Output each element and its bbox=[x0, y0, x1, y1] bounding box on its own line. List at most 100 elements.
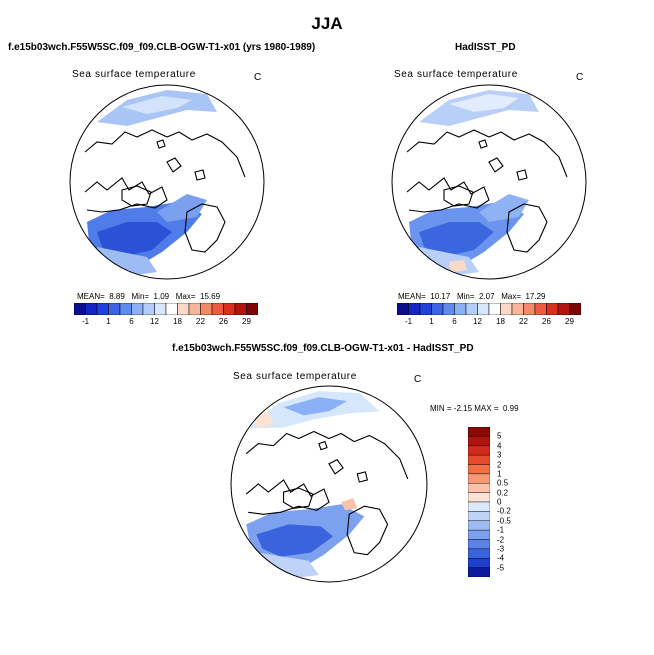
map-panel-2-border bbox=[391, 84, 587, 280]
coastline-europe bbox=[506, 203, 548, 253]
colorbar-tick-label: -0.2 bbox=[497, 506, 511, 516]
colorbar-swatch bbox=[468, 445, 490, 456]
figure-title: JJA bbox=[311, 14, 343, 33]
colorbar-swatch bbox=[165, 303, 178, 315]
colorbar-swatch bbox=[223, 303, 236, 315]
norwegian-diff-positive bbox=[341, 498, 358, 511]
atlantic-sst-inner bbox=[419, 222, 494, 257]
colorbar-swatch bbox=[96, 303, 109, 315]
atlantic-diff-strong bbox=[256, 524, 334, 557]
coastline-europe bbox=[346, 505, 389, 556]
stat-mean-value: 10.17 bbox=[430, 292, 451, 301]
map-panel-3 bbox=[230, 385, 428, 583]
stat-min-value: 2.07 bbox=[478, 292, 495, 301]
colorbar-swatch bbox=[468, 436, 490, 446]
colorbar-swatch bbox=[431, 303, 444, 315]
colorbar-swatch bbox=[442, 303, 455, 315]
atlantic-sst-inner bbox=[97, 222, 172, 257]
stat-mean-label: MEAN= bbox=[398, 292, 426, 301]
colorbar-swatch bbox=[142, 303, 155, 315]
colorbar-tick-label: 6 bbox=[129, 317, 134, 326]
coastline-asia bbox=[84, 129, 246, 178]
colorbar-tick-label: 5 bbox=[497, 431, 502, 441]
colorbar-tick-label: -1 bbox=[497, 525, 505, 535]
panel-2-title: HadISST_PD bbox=[455, 42, 516, 53]
colorbar-tick-label: 0.5 bbox=[497, 478, 509, 488]
colorbar-swatch bbox=[468, 454, 490, 465]
coastline-north-america bbox=[245, 479, 330, 515]
panel-1-stats: MEAN= 8.89 Min= 1.09 Max= 15.69 bbox=[77, 292, 220, 301]
colorbar-tick-label: 22 bbox=[519, 317, 528, 326]
colorbar-difference bbox=[468, 427, 490, 577]
panel-2-variable: Sea surface temperature bbox=[394, 69, 518, 80]
coastline-greenland bbox=[121, 185, 152, 207]
colorbar-swatch bbox=[74, 303, 86, 315]
colorbar-tick-label: 6 bbox=[452, 317, 457, 326]
stat-min-label: MIN = bbox=[430, 404, 452, 413]
coastline-europe bbox=[184, 203, 226, 253]
colorbar-swatch bbox=[557, 303, 570, 315]
colorbar-tick-label: 2 bbox=[497, 460, 502, 469]
colorbar-tick-label: 22 bbox=[196, 317, 205, 326]
colorbar-swatch bbox=[154, 303, 167, 315]
colorbar-swatch bbox=[465, 303, 478, 315]
coastline-north-america bbox=[406, 177, 490, 213]
colorbar-swatch bbox=[546, 303, 559, 315]
colorbar-tick-label: 29 bbox=[242, 317, 251, 326]
colorbar-swatch bbox=[468, 511, 490, 521]
stat-max-value: 15.69 bbox=[200, 292, 221, 301]
colorbar-swatch bbox=[468, 520, 490, 531]
colorbar-tick-label: 26 bbox=[219, 317, 228, 326]
coastline-islands bbox=[478, 139, 528, 181]
stat-max-value: 0.99 bbox=[502, 404, 519, 413]
colorbar-swatch bbox=[177, 303, 190, 315]
coastline-asia bbox=[406, 129, 568, 178]
colorbar-swatch bbox=[468, 501, 490, 512]
colorbar-swatch bbox=[108, 303, 121, 315]
colorbar-swatch bbox=[468, 548, 490, 559]
colorbar-swatch bbox=[188, 303, 201, 315]
coastline-greenland bbox=[282, 487, 314, 509]
stat-min-value: -2.15 bbox=[453, 404, 473, 413]
colorbar-panel-1 bbox=[74, 303, 258, 315]
coastline-greenland bbox=[443, 185, 474, 207]
map-panel-3-border bbox=[230, 385, 428, 583]
colorbar-swatch bbox=[419, 303, 432, 315]
colorbar-swatch bbox=[468, 529, 490, 540]
colorbar-swatch bbox=[468, 492, 490, 503]
colorbar-tick-label: 0 bbox=[497, 497, 502, 507]
stat-min-label: Min= bbox=[131, 292, 150, 301]
colorbar-tick-label: 29 bbox=[565, 317, 574, 326]
coastline-north-america bbox=[84, 177, 168, 213]
colorbar-swatch bbox=[468, 473, 490, 484]
pacific-diff-negative bbox=[283, 397, 348, 416]
pacific-sst-inner bbox=[122, 96, 192, 114]
colorbar-swatch bbox=[477, 303, 490, 315]
colorbar-swatch bbox=[85, 303, 98, 315]
colorbar-difference-labels: 5 4 3 2 1 0.5 0.2 0 -0.2 -0.5 -1 -2 -3 -4 -5 bbox=[497, 427, 527, 577]
stat-max-value: 17.29 bbox=[525, 292, 546, 301]
colorbar-swatch bbox=[569, 303, 581, 315]
colorbar-tick-label: 0.2 bbox=[497, 488, 509, 498]
norwegian-sea-sst bbox=[157, 194, 207, 222]
colorbar-swatch bbox=[468, 558, 490, 568]
map-panel-1-border bbox=[69, 84, 265, 280]
colorbar-swatch bbox=[246, 303, 258, 315]
colorbar-swatch bbox=[211, 303, 224, 315]
colorbar-tick-label: -0.5 bbox=[497, 516, 511, 526]
colorbar-tick-label: 1 bbox=[106, 317, 111, 326]
colorbar-tick-label: -4 bbox=[497, 553, 505, 563]
colorbar-panel-1-labels: -1 1 6 12 18 22 26 29 bbox=[74, 317, 258, 327]
colorbar-panel-2-labels: -1 1 6 12 18 22 26 29 bbox=[397, 317, 581, 327]
warm-sst-patch bbox=[449, 260, 467, 272]
colorbar-tick-label: 18 bbox=[496, 317, 505, 326]
colorbar-tick-label: 3 bbox=[497, 450, 502, 460]
panel-3-variable: Sea surface temperature bbox=[233, 371, 357, 382]
colorbar-tick-label: -1 bbox=[81, 317, 90, 326]
stat-max-label: Max= bbox=[501, 292, 522, 301]
colorbar-swatch bbox=[454, 303, 467, 315]
colorbar-swatch bbox=[468, 567, 490, 577]
stat-mean-value: 8.89 bbox=[109, 292, 125, 301]
colorbar-tick-label: 1 bbox=[429, 317, 434, 326]
colorbar-swatch bbox=[408, 303, 421, 315]
